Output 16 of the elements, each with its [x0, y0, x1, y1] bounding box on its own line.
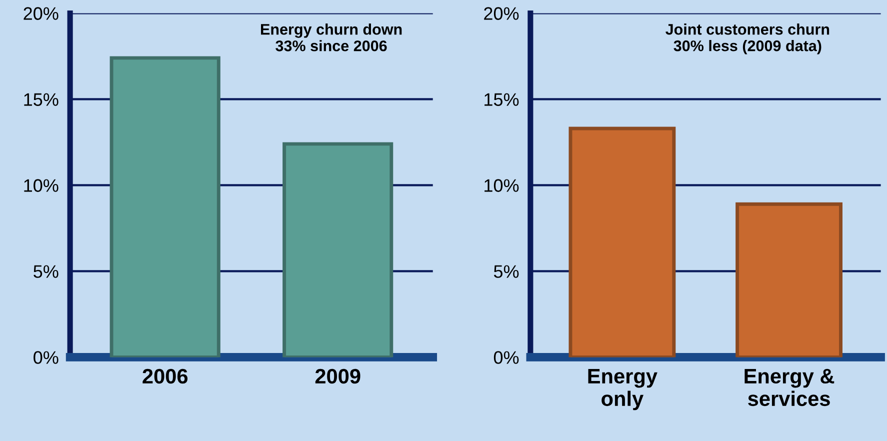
x-tick-label: 2009: [315, 368, 360, 384]
y-tick-label: 0%: [494, 351, 519, 364]
x-tick-label: Energy & services: [744, 368, 834, 406]
y-tick-label: 0%: [34, 351, 58, 364]
x-tick-label: 2006: [142, 368, 188, 384]
y-tick-label: 10%: [24, 179, 58, 192]
x-tick-label: Energy only: [588, 368, 658, 410]
y-tick-label: 20%: [24, 7, 58, 20]
y-tick-label: 15%: [24, 93, 58, 106]
y-tick-label: 20%: [484, 7, 519, 20]
y-tick-label: 5%: [494, 265, 519, 278]
y-tick-label: 5%: [34, 265, 58, 278]
y-tick-label: 10%: [484, 179, 519, 192]
annotation: Joint customers churn 30% less (2009 data): [666, 24, 830, 54]
annotation: Energy churn down 33% since 2006: [261, 24, 402, 52]
y-tick-label: 15%: [484, 93, 519, 106]
